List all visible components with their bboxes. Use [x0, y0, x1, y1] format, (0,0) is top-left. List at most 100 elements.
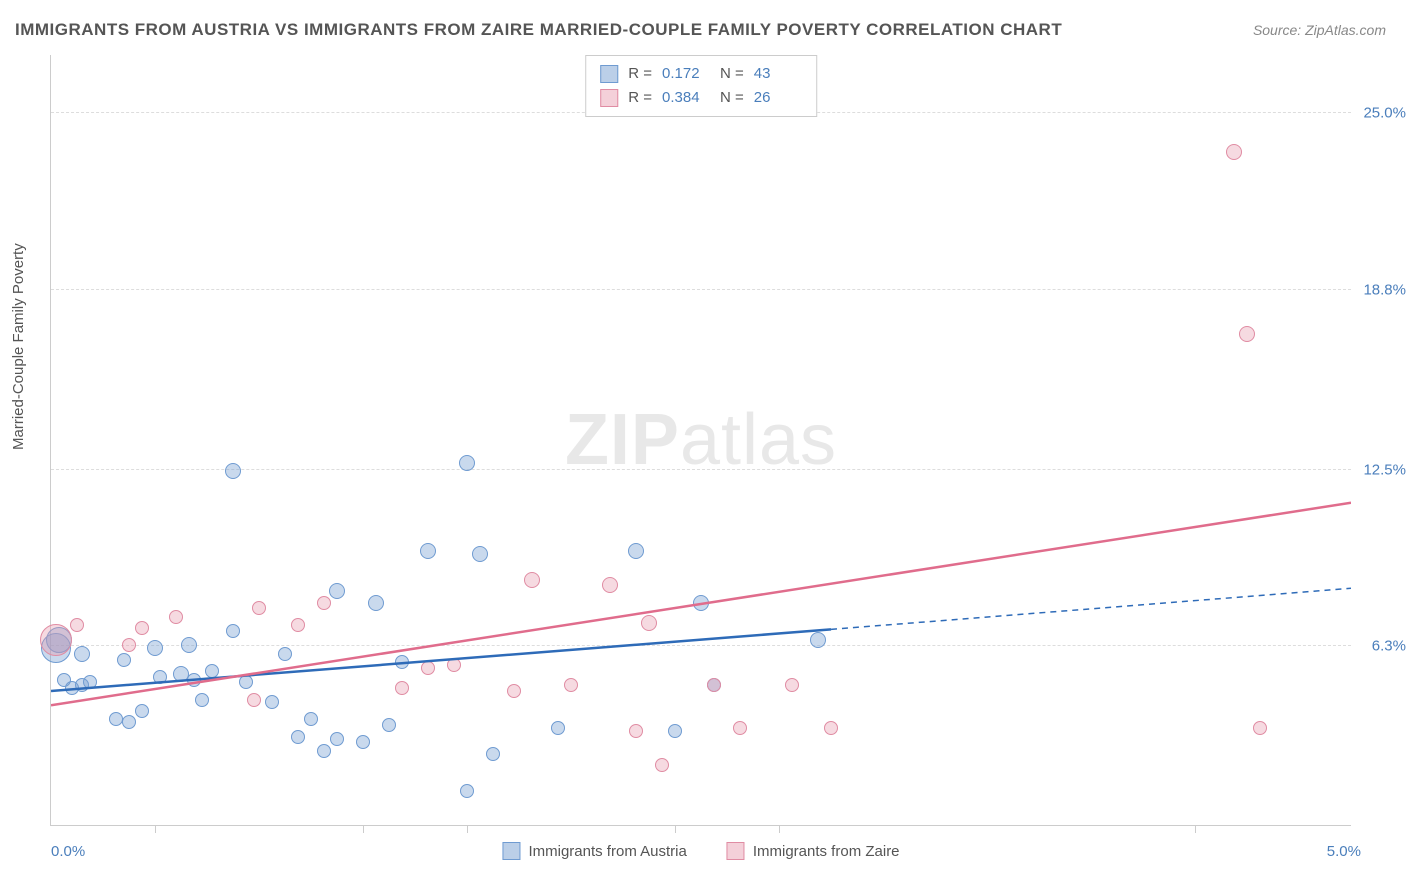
data-point-blue [195, 693, 209, 707]
source-attribution: Source: ZipAtlas.com [1253, 22, 1386, 38]
r-label: R = [628, 86, 652, 110]
trend-lines [51, 55, 1351, 825]
data-point-blue [225, 463, 241, 479]
y-tick-label: 18.8% [1363, 281, 1406, 298]
x-tick [467, 825, 468, 833]
data-point-blue [472, 546, 488, 562]
data-point-pink [524, 572, 540, 588]
swatch-pink-icon [600, 89, 618, 107]
data-point-pink [70, 618, 84, 632]
r-value-zaire: 0.384 [662, 86, 710, 110]
data-point-pink [122, 638, 136, 652]
data-point-blue [147, 640, 163, 656]
data-point-blue [329, 583, 345, 599]
data-point-blue [368, 595, 384, 611]
x-axis-min-label: 0.0% [51, 843, 85, 860]
data-point-blue [109, 712, 123, 726]
data-point-pink [135, 621, 149, 635]
data-point-blue [122, 715, 136, 729]
n-value-austria: 43 [754, 62, 802, 86]
gridline: 12.5% [51, 469, 1351, 470]
data-point-pink [824, 721, 838, 735]
swatch-blue-icon [600, 65, 618, 83]
series-legend: Immigrants from Austria Immigrants from … [502, 842, 899, 860]
data-point-blue [187, 673, 201, 687]
x-tick [779, 825, 780, 833]
stats-legend: R = 0.172 N = 43 R = 0.384 N = 26 [585, 55, 817, 117]
stats-row-zaire: R = 0.384 N = 26 [600, 86, 802, 110]
data-point-blue [551, 721, 565, 735]
gridline: 6.3% [51, 645, 1351, 646]
data-point-blue [291, 730, 305, 744]
data-point-pink [602, 577, 618, 593]
data-point-blue [459, 455, 475, 471]
data-point-pink [447, 658, 461, 672]
y-tick-label: 6.3% [1372, 638, 1406, 655]
data-point-pink [1226, 144, 1242, 160]
data-point-blue [810, 632, 826, 648]
stats-row-austria: R = 0.172 N = 43 [600, 62, 802, 86]
data-point-pink [40, 624, 72, 656]
y-axis-label: Married-Couple Family Poverty [10, 243, 27, 450]
data-point-pink [395, 681, 409, 695]
data-point-blue [693, 595, 709, 611]
data-point-pink [641, 615, 657, 631]
data-point-blue [83, 675, 97, 689]
y-tick-label: 25.0% [1363, 105, 1406, 122]
data-point-pink [1253, 721, 1267, 735]
data-point-blue [668, 724, 682, 738]
legend-label-austria: Immigrants from Austria [528, 843, 686, 860]
data-point-pink [421, 661, 435, 675]
data-point-blue [395, 655, 409, 669]
data-point-pink [564, 678, 578, 692]
n-label: N = [720, 86, 744, 110]
data-point-blue [356, 735, 370, 749]
legend-item-zaire: Immigrants from Zaire [727, 842, 900, 860]
data-point-pink [785, 678, 799, 692]
data-point-pink [317, 596, 331, 610]
data-point-blue [628, 543, 644, 559]
data-point-blue [304, 712, 318, 726]
data-point-blue [135, 704, 149, 718]
data-point-blue [330, 732, 344, 746]
data-point-pink [629, 724, 643, 738]
x-tick [1195, 825, 1196, 833]
data-point-pink [252, 601, 266, 615]
data-point-pink [169, 610, 183, 624]
data-point-blue [420, 543, 436, 559]
data-point-blue [278, 647, 292, 661]
data-point-blue [486, 747, 500, 761]
data-point-pink [1239, 326, 1255, 342]
data-point-blue [153, 670, 167, 684]
data-point-blue [382, 718, 396, 732]
data-point-pink [655, 758, 669, 772]
data-point-blue [117, 653, 131, 667]
x-tick [675, 825, 676, 833]
data-point-pink [507, 684, 521, 698]
y-tick-label: 12.5% [1363, 461, 1406, 478]
swatch-blue-icon [502, 842, 520, 860]
x-tick [363, 825, 364, 833]
r-label: R = [628, 62, 652, 86]
data-point-blue [181, 637, 197, 653]
chart-title: IMMIGRANTS FROM AUSTRIA VS IMMIGRANTS FR… [15, 20, 1062, 40]
legend-item-austria: Immigrants from Austria [502, 842, 686, 860]
r-value-austria: 0.172 [662, 62, 710, 86]
data-point-blue [74, 646, 90, 662]
x-axis-max-label: 5.0% [1327, 843, 1361, 860]
data-point-blue [239, 675, 253, 689]
gridline: 18.8% [51, 289, 1351, 290]
data-point-blue [226, 624, 240, 638]
data-point-pink [707, 678, 721, 692]
legend-label-zaire: Immigrants from Zaire [753, 843, 900, 860]
n-label: N = [720, 62, 744, 86]
x-tick [155, 825, 156, 833]
data-point-pink [247, 693, 261, 707]
data-point-blue [265, 695, 279, 709]
data-point-blue [317, 744, 331, 758]
data-point-blue [460, 784, 474, 798]
plot-area: ZIPatlas 6.3%12.5%18.8%25.0% 0.0% 5.0% R… [50, 55, 1351, 826]
n-value-zaire: 26 [754, 86, 802, 110]
data-point-pink [733, 721, 747, 735]
swatch-pink-icon [727, 842, 745, 860]
